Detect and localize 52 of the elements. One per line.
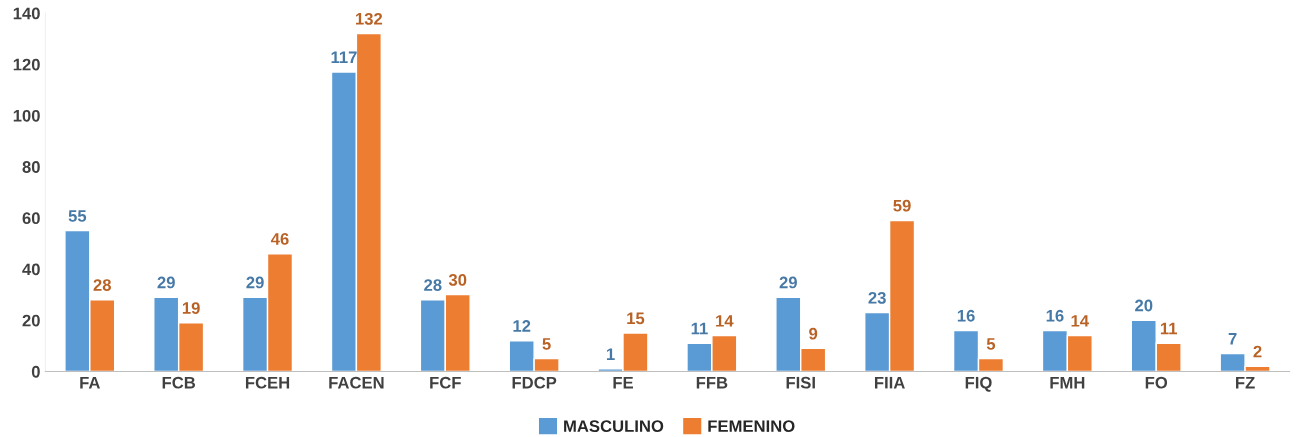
data-label: 28 [93,279,111,291]
x-tick-label: FACEN [329,376,384,389]
data-label: 20 [1135,299,1153,312]
legend-label: MASCULINO [564,420,664,433]
y-tick-label: 120 [13,58,40,71]
data-label: 14 [716,315,734,327]
data-label: 28 [424,279,442,291]
x-tick-label: FZ [1236,376,1255,389]
data-label: 11 [1160,322,1178,335]
data-label: 5 [542,338,551,350]
x-tick-label: FO [1145,376,1168,389]
data-label: 117 [331,51,357,63]
x-tick-label: FA [80,376,100,389]
y-tick-label: 100 [13,109,40,122]
data-label: 59 [893,199,911,212]
x-tick-label: FMH [1050,376,1085,389]
data-label: 7 [1228,333,1237,345]
data-label: 19 [182,302,200,314]
data-label: 29 [157,276,175,289]
x-tick-label: FE [613,376,633,389]
data-label: 55 [68,210,87,222]
y-tick-label: 20 [22,314,40,327]
x-tick-label: FCF [430,376,461,389]
y-tick-label: 80 [22,161,40,173]
data-label: 29 [779,276,797,289]
x-tick-label: FFB [696,376,728,389]
data-label: 23 [868,291,886,304]
data-label: 12 [513,320,531,332]
y-tick-label: 40 [22,263,40,276]
data-label: 16 [1046,309,1064,322]
x-tick-label: FIQ [965,376,992,392]
data-label: 29 [246,276,264,289]
data-label: 15 [627,312,645,325]
legend-label: FEMENINO [708,420,795,433]
y-tick-label: 0 [31,365,40,378]
data-label: 14 [1071,315,1089,327]
data-label: 11 [691,322,708,335]
data-label: 1 [606,348,615,360]
y-tick-label: 140 [13,7,40,20]
data-label: 9 [809,327,818,340]
y-tick-label: 60 [22,212,40,225]
x-tick-label: FDCP [512,376,557,389]
data-label: 2 [1253,345,1262,358]
x-tick-label: FCEH [245,376,290,389]
x-tick-label: FCB [162,376,196,389]
data-label: 30 [448,274,467,286]
data-label: 16 [957,309,975,322]
x-tick-label: FIIA [874,376,905,389]
x-tick-label: FISI [786,376,815,389]
data-label: 5 [986,338,996,350]
data-label: 46 [270,233,289,245]
data-label: 132 [355,12,383,25]
